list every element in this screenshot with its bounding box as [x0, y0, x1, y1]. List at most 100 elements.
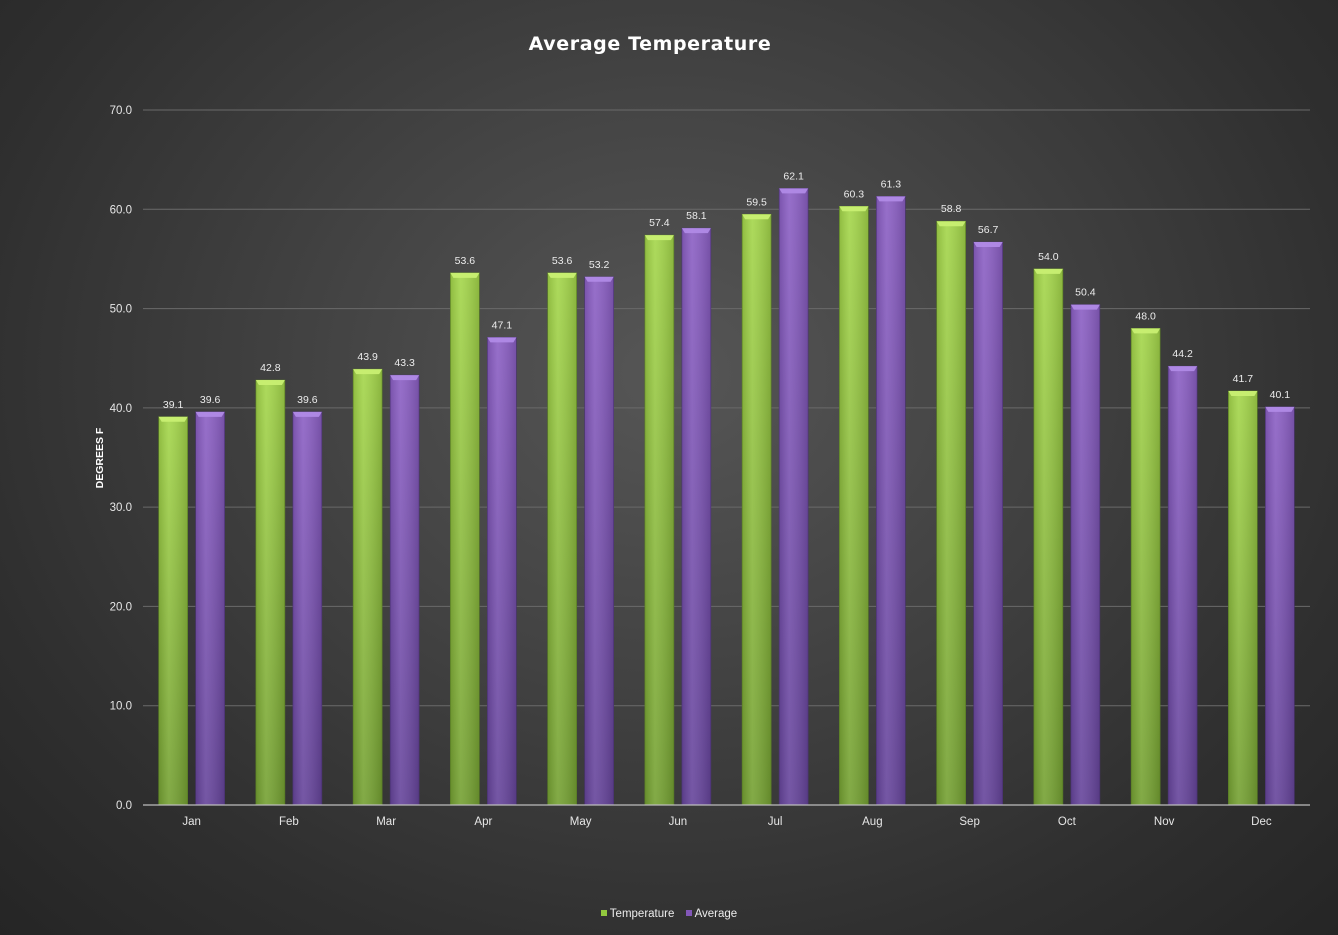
legend-label-temperature: Temperature	[609, 908, 675, 920]
x-tick-label: Feb	[279, 816, 299, 828]
bar-cap-average	[390, 375, 420, 381]
data-label-temperature: 42.8	[260, 362, 281, 374]
data-label-temperature: 39.1	[163, 399, 184, 411]
data-label-average: 43.3	[394, 357, 415, 369]
data-label-average: 40.1	[1270, 389, 1291, 401]
bar-cap-temperature	[1228, 390, 1258, 396]
gridlines	[143, 109, 1310, 707]
data-label-average: 56.7	[978, 224, 999, 236]
data-label-temperature: 53.6	[455, 255, 476, 267]
legend-swatch-average	[685, 910, 692, 916]
y-axis-title: DEGREES F	[94, 427, 106, 488]
bar-shine-temperature	[450, 272, 480, 805]
bar-cap-average	[1265, 406, 1295, 412]
y-tick-label: 50.0	[110, 304, 132, 316]
chart-title: Average Temperature	[528, 33, 772, 55]
bar-shine-average	[1265, 406, 1295, 805]
axes: 0.0 10.0 20.0 30.0 40.0 50.0 60.0 70.0 Jan Feb Mar…	[110, 105, 1310, 828]
bar-cap-temperature	[1033, 268, 1063, 274]
data-label-temperature: 59.5	[746, 196, 767, 208]
legend-item-temperature: Temperature	[600, 908, 675, 920]
bar-cap-average	[681, 228, 711, 234]
data-label-temperature: 54.0	[1038, 251, 1059, 263]
data-label-temperature: 48.0	[1135, 310, 1156, 322]
bar-shine-average	[195, 411, 225, 805]
data-label-temperature: 53.6	[552, 255, 573, 267]
y-tick-label: 20.0	[110, 601, 132, 613]
bar-cap-temperature	[936, 221, 966, 227]
bar-cap-average	[973, 242, 1003, 248]
bar-cap-average	[779, 188, 809, 194]
bar-shine-average	[1070, 304, 1100, 805]
data-label-average: 50.4	[1075, 287, 1096, 299]
x-tick-label: Nov	[1154, 816, 1175, 828]
y-tick-label: 0.0	[116, 800, 132, 812]
x-tick-label: May	[570, 816, 592, 828]
bar-shine-average	[292, 411, 322, 805]
bar-cap-temperature	[644, 235, 674, 241]
x-tick-label: Dec	[1251, 816, 1272, 828]
bar-cap-temperature	[353, 369, 383, 375]
bar-shine-temperature	[1228, 390, 1258, 805]
x-tick-label: Aug	[862, 816, 882, 828]
data-label-temperature: 57.4	[649, 217, 670, 229]
y-tick-label: 30.0	[110, 502, 132, 514]
data-label-temperature: 58.8	[941, 203, 962, 215]
y-tick-label: 40.0	[110, 403, 132, 415]
bar-shine-temperature	[936, 221, 966, 805]
bar-cap-average	[1070, 304, 1100, 310]
bar-cap-average	[292, 411, 322, 417]
y-tick-label: 70.0	[110, 105, 132, 117]
data-label-temperature: 60.3	[844, 188, 865, 200]
bar-shine-temperature	[839, 206, 869, 806]
bar-cap-temperature	[839, 206, 869, 212]
bar-cap-average	[584, 276, 614, 282]
bar-cap-temperature	[547, 272, 577, 278]
bar-shine-temperature	[1131, 328, 1161, 805]
data-label-average: 58.1	[686, 210, 707, 222]
bar-shine-temperature	[353, 369, 383, 805]
bar-cap-average	[1168, 366, 1198, 372]
bar-cap-average	[195, 411, 225, 417]
bar-shine-temperature	[547, 272, 577, 805]
x-tick-label: Jul	[768, 816, 783, 828]
bar-shine-average	[681, 228, 711, 805]
data-labels: 39.1 39.6 42.8 39.6 43.9 43.3 53.6 47.1 53.6 53.2…	[163, 170, 1290, 410]
legend-item-average: Average	[685, 908, 738, 920]
bar-cap-temperature	[255, 380, 285, 386]
data-label-average: 53.2	[589, 259, 610, 271]
legend-swatch-temperature	[600, 910, 607, 916]
x-tick-label: Sep	[959, 816, 979, 828]
bar-shine-average	[973, 242, 1003, 806]
x-tick-label: Jun	[669, 816, 688, 828]
bar-cap-temperature	[742, 214, 772, 220]
bar-shine-temperature	[255, 380, 285, 805]
bar-cap-average	[487, 337, 517, 343]
bar-shine-temperature	[1033, 268, 1063, 805]
bars	[158, 188, 1295, 806]
bar-shine-average	[390, 375, 420, 805]
bar-shine-temperature	[742, 214, 772, 805]
bar-cap-temperature	[450, 272, 480, 278]
data-label-average: 61.3	[881, 178, 902, 190]
legend: Temperature Average	[0, 908, 1338, 920]
data-label-average: 62.1	[783, 170, 804, 182]
bar-shine-average	[876, 196, 906, 806]
bar-shine-average	[584, 276, 614, 805]
bar-shine-average	[1168, 366, 1198, 805]
bar-cap-average	[876, 196, 906, 202]
data-label-average: 39.6	[200, 394, 221, 406]
data-label-average: 44.2	[1172, 348, 1193, 360]
data-label-temperature: 41.7	[1233, 373, 1254, 385]
bar-shine-temperature	[644, 235, 674, 806]
data-label-temperature: 43.9	[357, 351, 378, 363]
data-label-average: 47.1	[492, 319, 513, 331]
bar-cap-temperature	[1131, 328, 1161, 334]
x-tick-label: Jan	[182, 816, 201, 828]
x-tick-label: Mar	[376, 816, 396, 828]
x-tick-label: Apr	[474, 816, 492, 828]
legend-label-average: Average	[694, 908, 738, 920]
bar-cap-temperature	[158, 416, 188, 422]
